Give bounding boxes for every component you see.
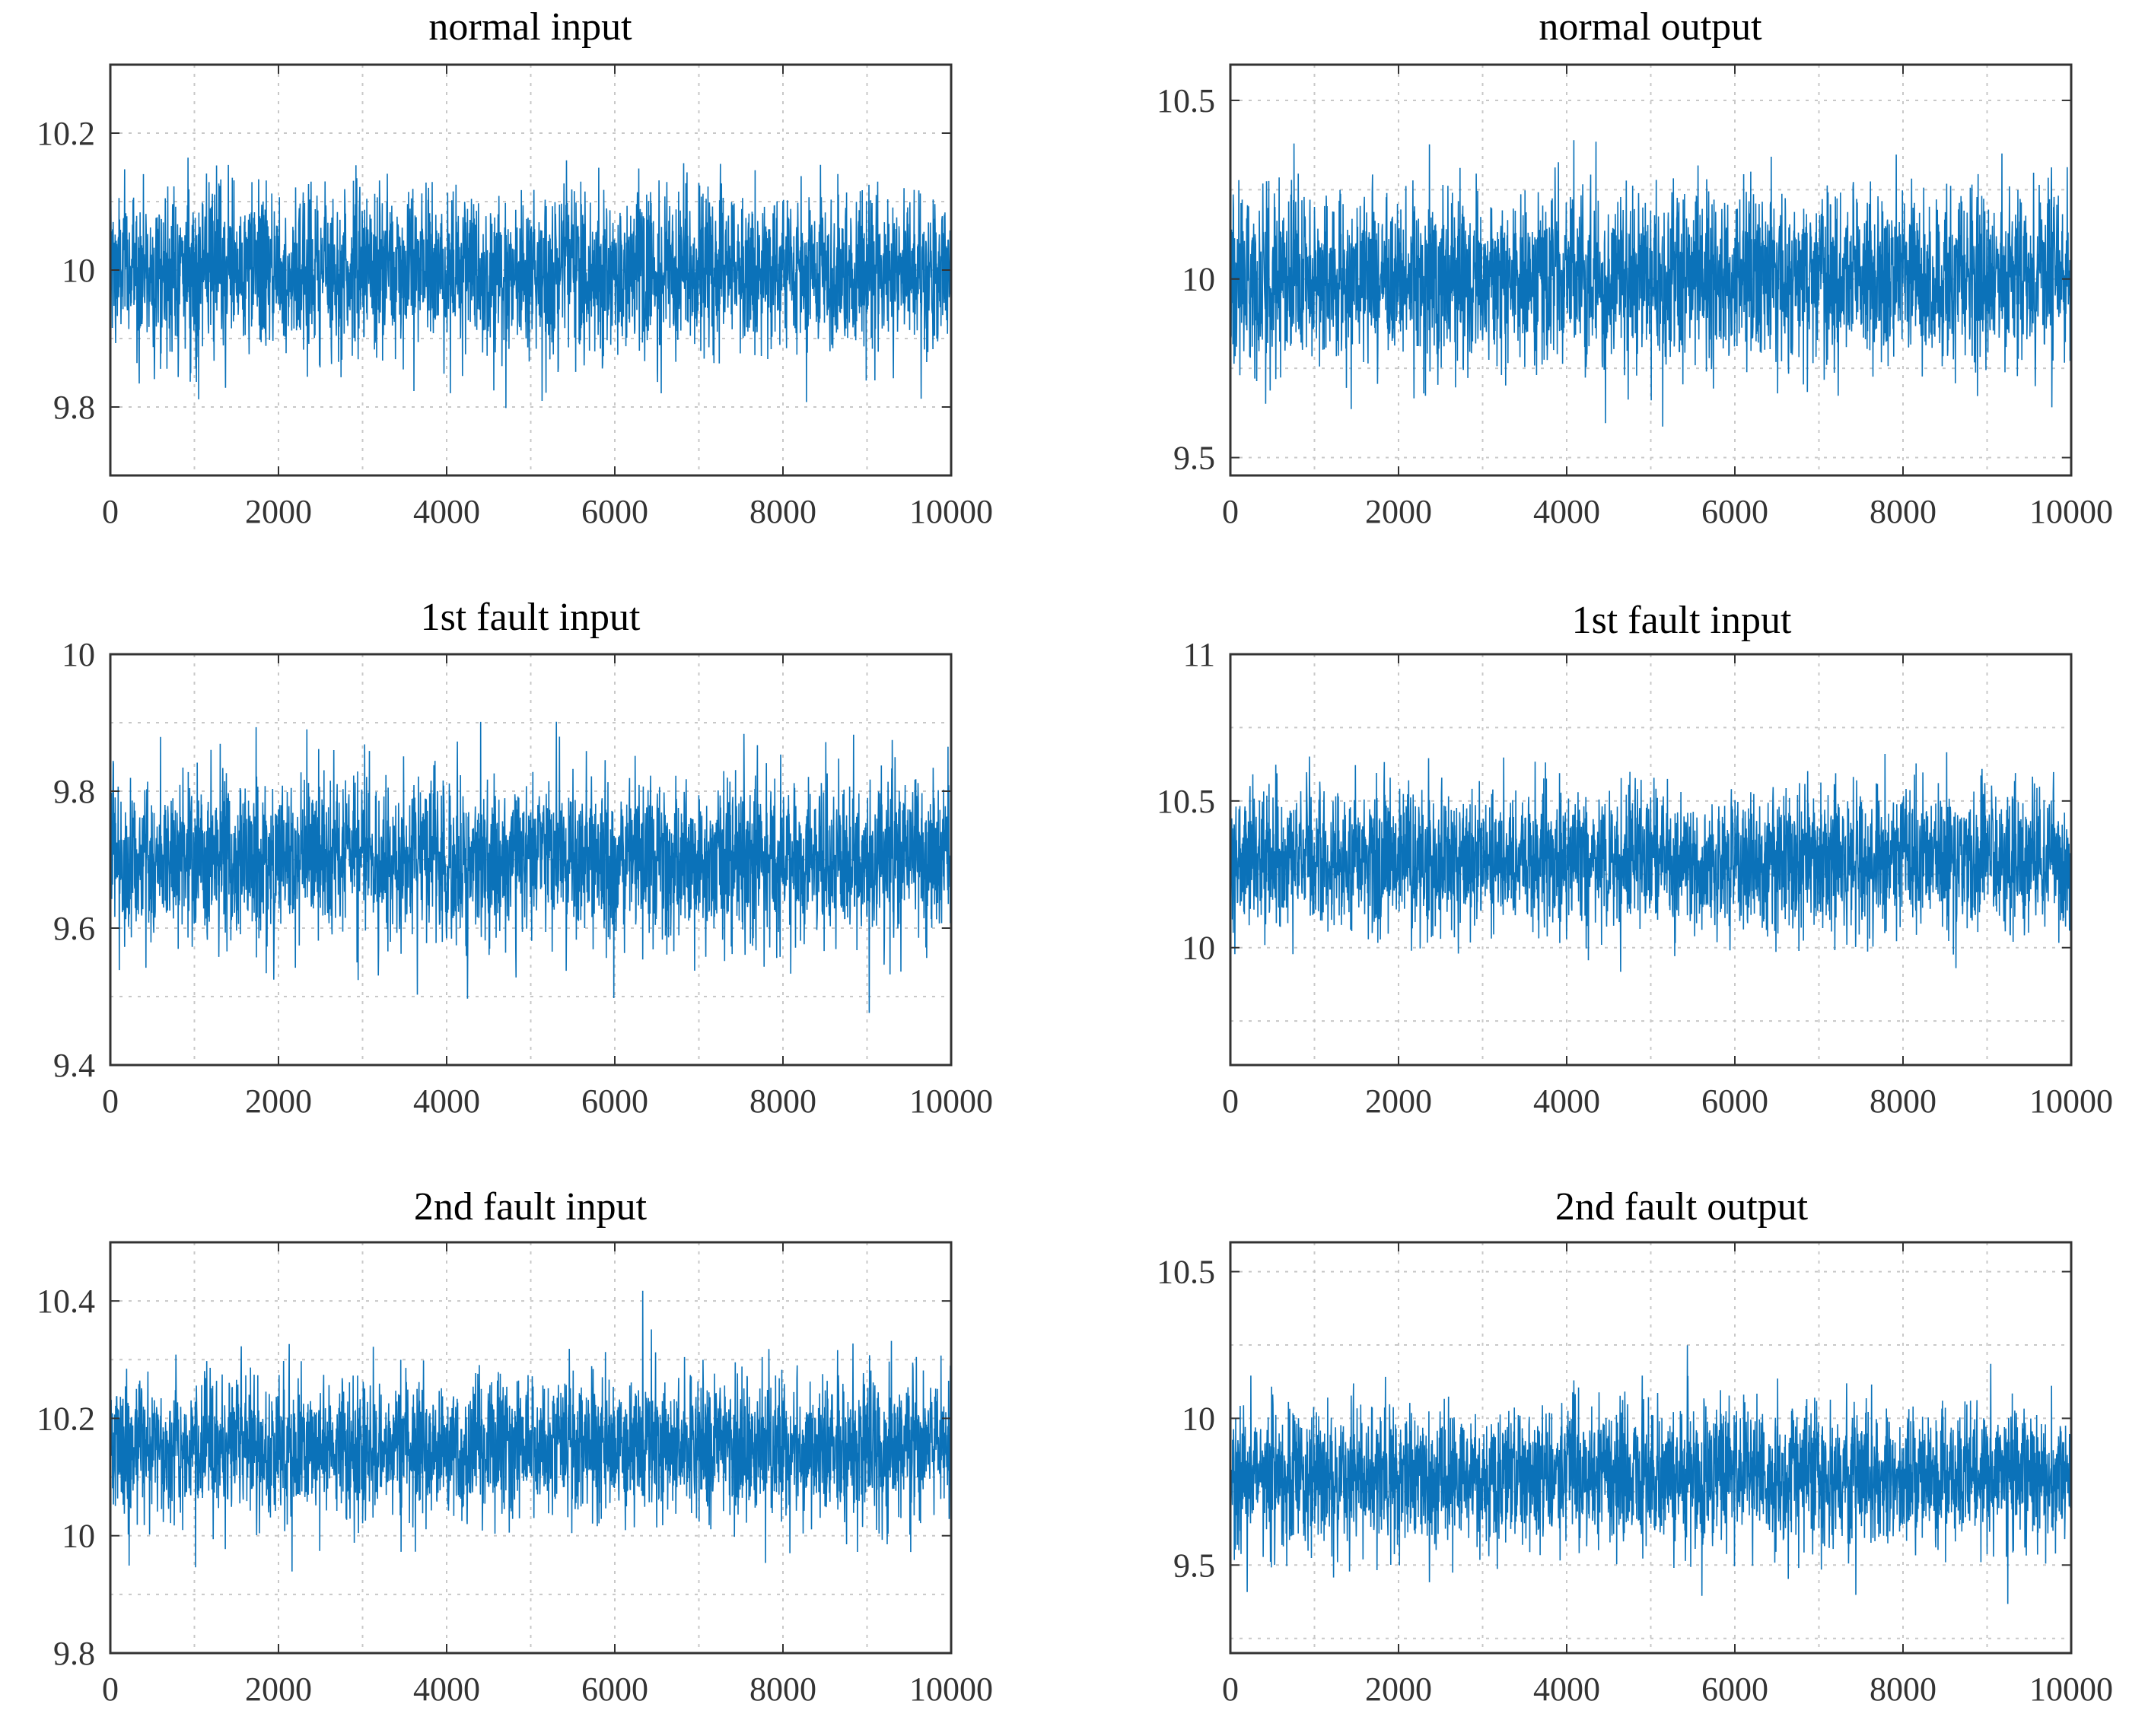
x-tick-label: 6000 — [1701, 1671, 1768, 1708]
x-tick-label: 6000 — [581, 493, 648, 530]
x-tick-label: 0 — [1222, 1671, 1239, 1708]
x-tick-label: 10000 — [2029, 1083, 2113, 1120]
x-tick-label: 0 — [102, 1083, 119, 1120]
x-tick-label: 8000 — [749, 1083, 816, 1120]
x-tick-label: 4000 — [1533, 493, 1600, 530]
x-tick-label: 6000 — [1701, 1083, 1768, 1120]
y-tick-label: 10.5 — [1157, 1254, 1215, 1291]
y-tick-label: 10 — [1182, 261, 1215, 298]
x-tick-label: 4000 — [413, 1083, 480, 1120]
axes-box — [109, 1241, 953, 1655]
grid — [110, 1242, 951, 1653]
panel-title: normal output — [1539, 5, 1762, 49]
y-tick-label: 10.5 — [1157, 783, 1215, 820]
panel-1st-fault-input-right: 1st fault input 0 2000 4000 6000 8000 10000 10… — [1157, 599, 2113, 1120]
y-tick-label: 10 — [1182, 1400, 1215, 1437]
x-tick-label: 4000 — [413, 1671, 480, 1708]
panel-normal-input: normal input 0 2000 4000 6000 8000 10000 9.8 10… — [37, 5, 993, 530]
x-tick-label: 2000 — [245, 493, 312, 530]
y-tick-label: 10.2 — [37, 115, 95, 152]
y-tick-label: 9.8 — [53, 389, 95, 426]
y-tick-label: 9.8 — [53, 773, 95, 810]
y-tick-label: 9.8 — [53, 1635, 95, 1672]
signal-line — [1230, 140, 2072, 427]
x-tick-label: 4000 — [1533, 1671, 1600, 1708]
y-tick-label: 9.5 — [1173, 1547, 1215, 1584]
x-tick-label: 4000 — [413, 493, 480, 530]
axes-box — [1229, 1241, 2073, 1655]
y-tick-label: 10.2 — [37, 1400, 95, 1437]
y-tick-label: 9.4 — [53, 1047, 95, 1084]
axes-box — [109, 653, 953, 1067]
x-tick-label: 2000 — [245, 1083, 312, 1120]
y-tick-label: 10 — [62, 636, 95, 673]
x-tick-label: 0 — [102, 1671, 119, 1708]
y-tick-label: 11 — [1183, 636, 1215, 673]
y-tick-label: 10.5 — [1157, 82, 1215, 119]
x-tick-label: 2000 — [1365, 493, 1432, 530]
panel-2nd-fault-input: 2nd fault input 0 2000 4000 6000 8000 10000 9.… — [37, 1185, 993, 1708]
x-tick-label: 8000 — [1870, 1671, 1936, 1708]
axes-box — [1229, 63, 2073, 477]
x-tick-label: 10000 — [909, 1671, 993, 1708]
y-tick-label: 10 — [62, 252, 95, 289]
signal-line — [110, 157, 952, 409]
x-tick-label: 10000 — [2029, 493, 2113, 530]
x-tick-label: 10000 — [909, 493, 993, 530]
x-tick-label: 0 — [102, 493, 119, 530]
y-tick-label: 9.6 — [53, 910, 95, 947]
panel-title: 2nd fault input — [414, 1185, 648, 1229]
x-tick-label: 6000 — [581, 1083, 648, 1120]
signal-line — [110, 1290, 952, 1572]
x-tick-label: 10000 — [2029, 1671, 2113, 1708]
y-tick-label: 9.5 — [1173, 440, 1215, 477]
x-tick-label: 2000 — [245, 1671, 312, 1708]
x-tick-label: 6000 — [581, 1671, 648, 1708]
x-tick-label: 8000 — [749, 493, 816, 530]
x-tick-label: 8000 — [1870, 493, 1936, 530]
panel-1st-fault-input-left: 1st fault input 0 2000 4000 6000 8000 10000 9.… — [53, 596, 993, 1120]
panel-2nd-fault-output: 2nd fault output 0 2000 4000 6000 8000 10000 9… — [1157, 1185, 2113, 1708]
panel-title: 1st fault input — [421, 596, 641, 639]
panel-title: normal input — [428, 5, 632, 49]
x-tick-label: 8000 — [749, 1671, 816, 1708]
x-tick-label: 0 — [1222, 493, 1239, 530]
panel-title: 2nd fault output — [1555, 1185, 1809, 1229]
x-tick-label: 4000 — [1533, 1083, 1600, 1120]
y-tick-label: 10.4 — [37, 1283, 95, 1320]
panel-title: 1st fault input — [1572, 599, 1792, 642]
x-tick-label: 2000 — [1365, 1671, 1432, 1708]
x-tick-label: 6000 — [1701, 493, 1768, 530]
axes-box — [1229, 653, 2073, 1067]
y-tick-label: 10 — [62, 1518, 95, 1555]
x-tick-label: 8000 — [1870, 1083, 1936, 1120]
x-tick-label: 10000 — [909, 1083, 993, 1120]
panel-normal-output: normal output 0 2000 4000 6000 8000 10000 9.5 1… — [1157, 5, 2113, 530]
y-tick-label: 10 — [1182, 930, 1215, 967]
x-tick-label: 2000 — [1365, 1083, 1432, 1120]
signal-line — [1230, 752, 2072, 972]
x-tick-label: 0 — [1222, 1083, 1239, 1120]
signal-line — [1230, 1345, 2072, 1604]
signal-line — [110, 721, 952, 1013]
